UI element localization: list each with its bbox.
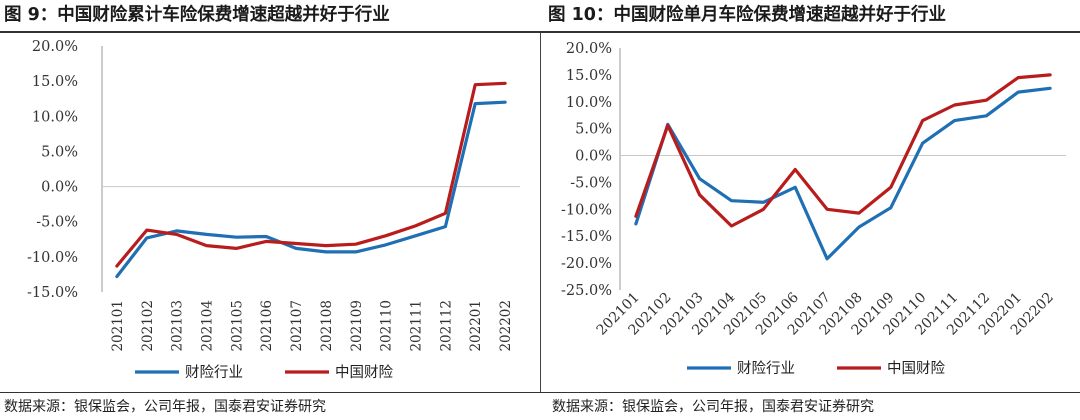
right-series-line-industry: [634, 86, 1052, 261]
right-y-tick-label: -20.0%: [561, 256, 612, 272]
left-x-tick-label: 202101: [110, 300, 126, 352]
right-y-tick-label: -10.0%: [561, 202, 612, 218]
right-source-note: 数据来源：银保监会，公司年报，国泰君安证券研究: [552, 399, 874, 415]
left-series-line-picc: [115, 81, 507, 268]
left-series-line-industry: [115, 100, 507, 279]
left-source-note: 数据来源：银保监会，公司年报，国泰君安证券研究: [4, 399, 326, 415]
left-y-tick-label: 15.0%: [32, 74, 78, 90]
left-y-tick-label: 0.0%: [41, 180, 78, 196]
left-legend-label: 财险行业: [185, 364, 243, 381]
left-y-tick-label: -5.0%: [36, 215, 78, 231]
left-y-tick-label: 10.0%: [32, 109, 78, 125]
left-x-tick-label: 202107: [289, 300, 305, 352]
right-series-line-picc: [634, 73, 1052, 228]
right-y-tick-label: 15.0%: [566, 68, 612, 84]
left-x-tick-label: 202108: [319, 300, 335, 352]
left-x-tick-label: 202103: [170, 300, 186, 352]
left-x-tick-label: 202109: [349, 300, 365, 352]
left-x-tick-label: 202102: [140, 300, 156, 352]
right-y-tick-label: -5.0%: [570, 175, 612, 191]
left-x-tick-label: 202110: [379, 300, 395, 352]
left-x-tick-label: 202112: [438, 300, 454, 352]
left-y-tick-label: -10.0%: [27, 250, 78, 266]
left-x-tick-label: 202202: [498, 300, 514, 352]
right-y-tick-label: 0.0%: [575, 149, 612, 165]
right-legend-label: 财险行业: [737, 360, 795, 377]
right-y-tick-label: 5.0%: [575, 122, 612, 138]
right-y-tick-label: 10.0%: [566, 95, 612, 111]
left-legend-label: 中国财险: [335, 364, 393, 381]
right-y-tick-label: 20.0%: [566, 41, 612, 57]
left-x-tick-label: 202105: [229, 300, 245, 352]
left-chart-title: 图 9：中国财险累计车险保费增速超越并好于行业: [4, 5, 390, 25]
left-x-tick-label: 202201: [468, 300, 484, 352]
bottom-divider: [0, 392, 1080, 393]
left-x-tick-label: 202111: [409, 300, 425, 352]
left-y-tick-label: 20.0%: [32, 39, 78, 55]
left-x-tick-label: 202106: [259, 300, 275, 352]
right-y-tick-label: -15.0%: [561, 229, 612, 245]
right-legend-label: 中国财险: [887, 360, 945, 377]
left-y-tick-label: -15.0%: [27, 285, 78, 301]
right-y-tick-label: -25.0%: [561, 283, 612, 299]
right-chart-title: 图 10：中国财险单月车险保费增速超越并好于行业: [548, 5, 946, 25]
left-y-tick-label: 5.0%: [41, 144, 78, 160]
panel-separator: [540, 33, 541, 392]
top-divider: [0, 31, 1080, 33]
left-x-tick-label: 202104: [200, 300, 216, 352]
